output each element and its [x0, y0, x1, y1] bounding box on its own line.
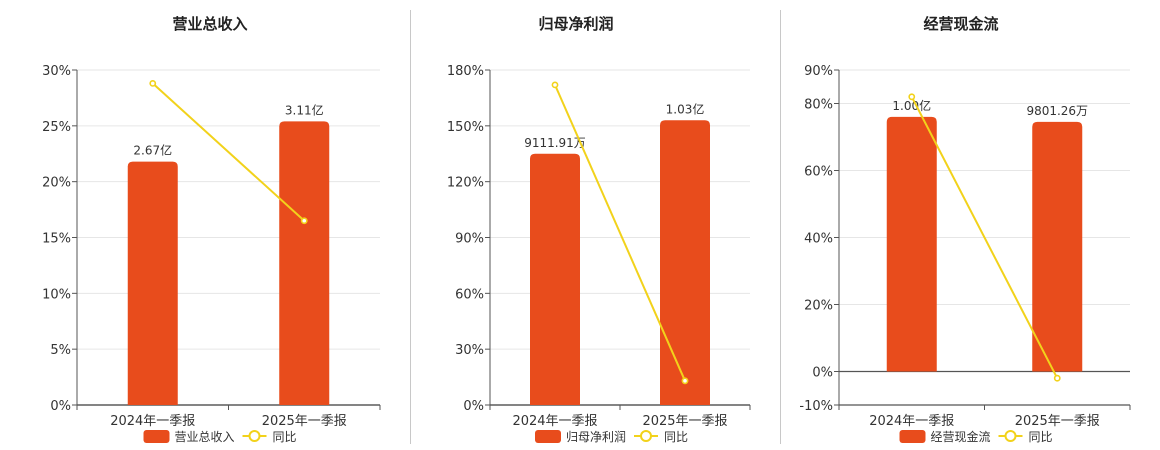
legend-line-label: 同比 — [664, 430, 688, 444]
y-tick-label: 0% — [812, 366, 833, 381]
y-tick-label: 120% — [447, 176, 484, 191]
bar-data-label: 1.03亿 — [666, 101, 705, 116]
y-tick-label: 90% — [804, 64, 833, 79]
y-tick-label: 0% — [463, 399, 484, 414]
bar-data-label: 3.11亿 — [285, 102, 324, 117]
y-tick-label: 0% — [50, 399, 71, 414]
y-tick-label: 5% — [50, 343, 71, 358]
bar-data-label: 2.67亿 — [133, 143, 172, 158]
revenue-chart-panel: 营业总收入 0% 5% 10% 15% 20% 25% 30% 2.67亿 3.11亿 2024年一… — [0, 0, 410, 450]
bar — [1032, 121, 1083, 372]
y-tick-label: 60% — [804, 165, 833, 180]
revenue-chart: 营业总收入 0% 5% 10% 15% 20% 25% 30% 2.67亿 3.11亿 2024年一… — [42, 15, 381, 444]
x-category-label: 2024年一季报 — [110, 414, 195, 429]
y-tick-label: 25% — [42, 120, 71, 135]
y-tick-label: 10% — [42, 287, 71, 302]
y-tick-label: 80% — [804, 98, 833, 113]
y-tick-label: 90% — [455, 232, 484, 247]
bar-data-label: 1.00亿 — [892, 98, 931, 113]
x-category-label: 2024年一季报 — [512, 414, 597, 429]
x-category-label: 2024年一季报 — [869, 414, 954, 429]
y-tick-label: 20% — [804, 299, 833, 314]
bar — [127, 161, 178, 405]
legend-bar-swatch — [535, 430, 561, 443]
yoy-line — [910, 96, 1059, 379]
y-tick-label: 20% — [42, 176, 71, 191]
bar-data-label: 9111.91万 — [524, 136, 586, 150]
x-category-label: 2025年一季报 — [642, 414, 727, 429]
yoy-point — [681, 377, 689, 385]
chart-title: 归母净利润 — [538, 15, 613, 33]
x-category-label: 2025年一季报 — [262, 414, 347, 429]
legend-line-label: 同比 — [1029, 430, 1053, 444]
y-tick-label: 30% — [42, 64, 71, 79]
x-category-label: 2025年一季报 — [1015, 414, 1100, 429]
net-profit-chart-panel: 归母净利润 0% 30% 60% 90% 120% 150% 180% 9111.91万 1.03… — [411, 0, 780, 450]
legend-bar-label: 归母净利润 — [566, 430, 626, 444]
legend-line-marker — [640, 430, 652, 442]
legend-bar-label: 营业总收入 — [175, 430, 235, 444]
y-tick-label: 180% — [447, 64, 484, 79]
bar — [279, 121, 330, 405]
chart-title: 营业总收入 — [172, 15, 247, 33]
bar — [886, 116, 937, 372]
cashflow-chart-panel: 经营现金流 -10% 0% 20% 40% 60% 80% 90% 1.00亿 9801.26万 2… — [781, 0, 1160, 450]
legend-line-marker — [1004, 430, 1017, 442]
yoy-point — [300, 217, 308, 225]
bar — [660, 120, 710, 405]
yoy-point — [551, 81, 559, 89]
yoy-line — [554, 84, 686, 382]
net-profit-chart: 归母净利润 0% 30% 60% 90% 120% 150% 180% 9111.91万 1.03… — [447, 15, 751, 444]
y-tick-label: -10% — [799, 399, 833, 414]
y-tick-label: 15% — [42, 232, 71, 247]
panel-divider — [410, 10, 411, 444]
bar — [530, 153, 580, 405]
legend-bar-label: 经营现金流 — [931, 429, 991, 444]
legend-line-marker — [248, 430, 261, 442]
yoy-line — [152, 82, 305, 222]
bar-data-label: 9801.26万 — [1026, 104, 1088, 118]
legend-bar-swatch — [899, 430, 926, 443]
y-tick-label: 150% — [447, 120, 484, 135]
yoy-point — [1053, 374, 1061, 382]
y-tick-label: 30% — [455, 343, 484, 358]
y-tick-label: 40% — [804, 232, 833, 247]
y-tick-label: 60% — [455, 287, 484, 302]
chart-title: 经营现金流 — [923, 15, 998, 33]
legend-bar-swatch — [143, 430, 170, 443]
cashflow-chart: 经营现金流 -10% 0% 20% 40% 60% 80% 90% 1.00亿 9801.26万 2… — [799, 15, 1131, 444]
legend-line-label: 同比 — [273, 430, 297, 444]
yoy-point — [908, 93, 916, 101]
panel-divider — [780, 10, 781, 444]
yoy-point — [149, 80, 157, 87]
